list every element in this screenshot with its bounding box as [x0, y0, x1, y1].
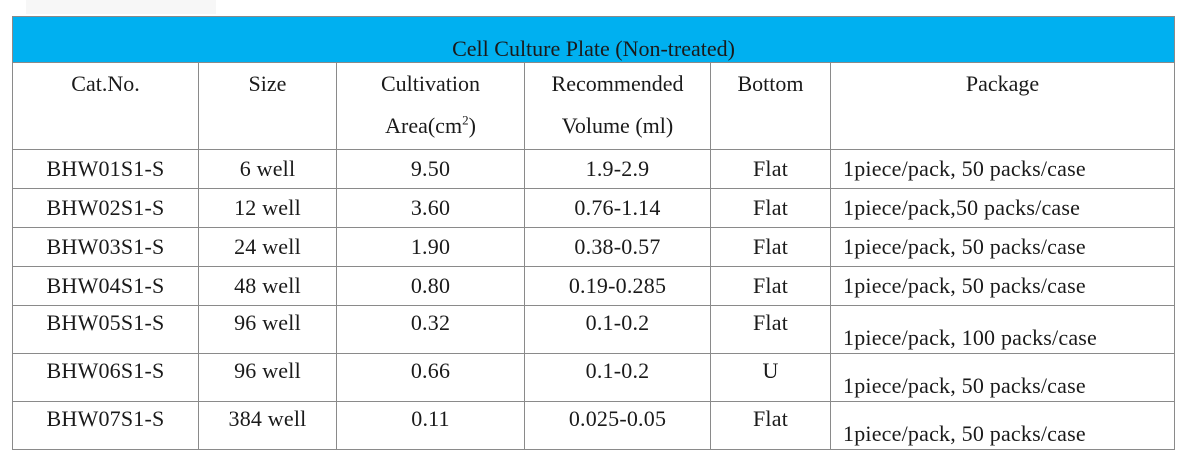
header-bottom: Bottom — [710, 62, 831, 150]
cell-package: 1piece/pack, 50 packs/case — [829, 401, 1176, 450]
product-spec-table: Cell Culture Plate (Non-treated) Cat.No.… — [11, 16, 1176, 450]
cell-cat-no: BHW06S1-S — [12, 353, 199, 402]
header-cultivation-line1: Cultivation — [381, 71, 480, 96]
header-volume-line1: Recommended — [551, 71, 684, 96]
cell-volume: 0.38-0.57 — [524, 227, 711, 267]
table-row: BHW03S1-S 24 well 1.90 0.38-0.57 Flat 1p… — [12, 227, 1176, 267]
cell-area: 9.50 — [336, 149, 525, 189]
table-row: BHW02S1-S 12 well 3.60 0.76-1.14 Flat 1p… — [12, 188, 1176, 228]
cell-package: 1piece/pack,50 packs/case — [829, 188, 1176, 228]
table-header-row: Cat.No. Size Cultivation Area(cm2) Recom… — [12, 62, 1176, 150]
header-volume-line2: Volume (ml) — [561, 113, 674, 138]
cell-size: 24 well — [198, 227, 337, 267]
cell-size: 96 well — [198, 305, 337, 354]
cell-area: 0.11 — [336, 401, 525, 450]
cell-volume: 0.1-0.2 — [524, 305, 711, 354]
header-volume: Recommended Volume (ml) — [524, 62, 711, 150]
cell-cat-no: BHW03S1-S — [12, 227, 199, 267]
cell-cat-no: BHW07S1-S — [12, 401, 199, 450]
table-row: BHW06S1-S 96 well 0.66 0.1-0.2 U 1piece/… — [12, 353, 1176, 402]
cell-volume: 0.76-1.14 — [524, 188, 711, 228]
cell-size: 12 well — [198, 188, 337, 228]
table-row: BHW07S1-S 384 well 0.11 0.025-0.05 Flat … — [12, 401, 1176, 450]
cell-size: 96 well — [198, 353, 337, 402]
cell-cat-no: BHW04S1-S — [12, 266, 199, 306]
cell-package: 1piece/pack, 50 packs/case — [829, 149, 1176, 189]
cell-area: 1.90 — [336, 227, 525, 267]
header-cultivation-line2: Area(cm2) — [337, 105, 524, 147]
cell-area: 0.32 — [336, 305, 525, 354]
cell-cat-no: BHW01S1-S — [12, 149, 199, 189]
cell-size: 48 well — [198, 266, 337, 306]
cell-area: 0.80 — [336, 266, 525, 306]
cell-volume: 0.1-0.2 — [524, 353, 711, 402]
header-package: Package — [829, 62, 1176, 150]
cell-bottom: Flat — [710, 266, 831, 306]
table-title-row: Cell Culture Plate (Non-treated) — [11, 16, 1176, 63]
cell-size: 384 well — [198, 401, 337, 450]
cell-bottom: Flat — [710, 401, 831, 450]
table-title: Cell Culture Plate (Non-treated) — [11, 16, 1176, 63]
cell-area: 0.66 — [336, 353, 525, 402]
header-cat-no: Cat.No. — [12, 62, 199, 150]
header-cultivation-close: ) — [468, 113, 476, 138]
top-tab-strip — [26, 0, 216, 14]
header-cultivation-unit: Area(cm — [385, 113, 463, 138]
header-size: Size — [198, 62, 337, 150]
cell-volume: 0.19-0.285 — [524, 266, 711, 306]
table-row: BHW04S1-S 48 well 0.80 0.19-0.285 Flat 1… — [12, 266, 1176, 306]
cell-area: 3.60 — [336, 188, 525, 228]
cell-bottom: U — [710, 353, 831, 402]
cell-cat-no: BHW05S1-S — [12, 305, 199, 354]
cell-cat-no: BHW02S1-S — [12, 188, 199, 228]
table-row: BHW05S1-S 96 well 0.32 0.1-0.2 Flat 1pie… — [12, 305, 1176, 354]
cell-volume: 0.025-0.05 — [524, 401, 711, 450]
header-cultivation-area: Cultivation Area(cm2) — [336, 62, 525, 150]
cell-volume: 1.9-2.9 — [524, 149, 711, 189]
header-cultivation-sup: 2 — [462, 112, 469, 128]
cell-size: 6 well — [198, 149, 337, 189]
cell-bottom: Flat — [710, 188, 831, 228]
cell-package: 1piece/pack, 50 packs/case — [829, 227, 1176, 267]
cell-bottom: Flat — [710, 149, 831, 189]
cell-package: 1piece/pack, 50 packs/case — [829, 353, 1176, 402]
cell-bottom: Flat — [710, 305, 831, 354]
cell-bottom: Flat — [710, 227, 831, 267]
cell-package: 1piece/pack, 100 packs/case — [829, 305, 1176, 354]
table-row: BHW01S1-S 6 well 9.50 1.9-2.9 Flat 1piec… — [12, 149, 1176, 189]
cell-package: 1piece/pack, 50 packs/case — [829, 266, 1176, 306]
